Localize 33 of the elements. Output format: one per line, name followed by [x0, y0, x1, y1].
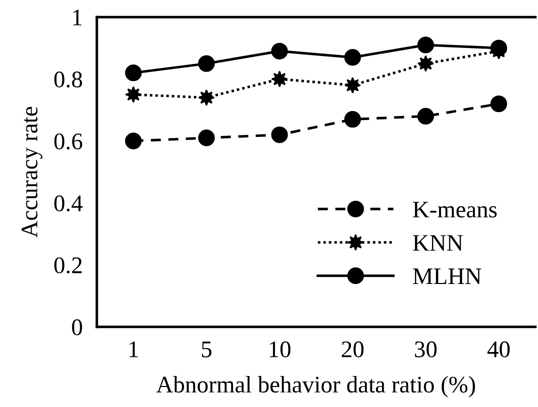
x-tick-label: 30 — [415, 341, 437, 358]
y-tick-label: 0.4 — [54, 195, 83, 212]
point — [125, 132, 142, 150]
y-tick-label: 0 — [72, 319, 82, 336]
point — [271, 70, 288, 88]
x-tick-label: 40 — [487, 341, 510, 358]
y-axis-title: Accuracy rate — [22, 106, 42, 238]
point — [490, 95, 508, 112]
point — [344, 110, 361, 128]
point — [198, 89, 215, 106]
point — [271, 42, 288, 60]
y-tick-label: 0.8 — [54, 72, 82, 88]
x-tick-label: 20 — [342, 341, 364, 358]
legend-label: K-means — [412, 202, 497, 218]
point — [417, 108, 434, 125]
point — [417, 36, 434, 54]
legend-label: KNN — [412, 235, 463, 251]
point — [344, 49, 361, 66]
x-tick-label: 1 — [130, 342, 138, 358]
point — [417, 55, 434, 72]
point — [125, 64, 142, 82]
point — [198, 55, 215, 72]
y-tick-label: 1 — [73, 10, 82, 26]
y-tick-label: 0.2 — [54, 257, 82, 274]
point — [125, 86, 142, 103]
legend-label: MLHN — [412, 268, 482, 284]
point — [198, 130, 215, 146]
x-axis-title: Abnormal behavior data ratio (%) — [156, 376, 476, 398]
point — [344, 76, 361, 94]
y-tick-label: 0.6 — [54, 133, 82, 150]
x-tick-label: 5 — [202, 342, 212, 358]
point — [271, 126, 288, 144]
x-tick-label: 10 — [270, 341, 290, 358]
